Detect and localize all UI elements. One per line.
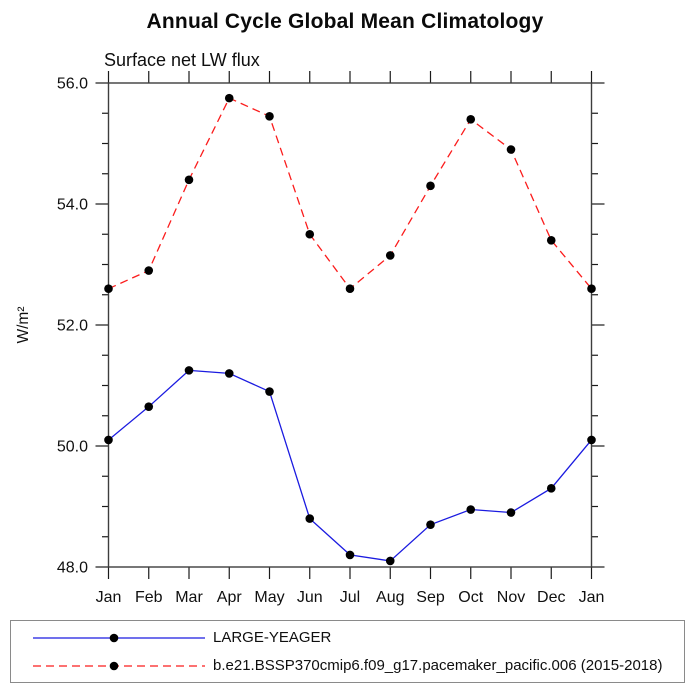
x-tick-label: Sep [416,589,445,606]
data-point-marker [184,366,194,375]
data-point-marker [144,402,154,411]
series-line-0 [108,369,592,562]
y-tick-label: 54.0 [57,197,88,214]
data-point-marker [265,387,274,396]
data-point-marker [224,93,234,103]
x-tick-label: Jul [340,589,360,606]
chart-title: Annual Cycle Global Mean Climatology [146,10,544,33]
y-tick-label: 56.0 [57,76,88,93]
data-point-marker [305,229,315,239]
y-tick-label: 48.0 [57,560,88,577]
series-line-1 [108,97,592,290]
legend-entry-large-yeager: LARGE-YEAGER [33,625,684,650]
data-point-marker [385,556,395,566]
x-tick-label: Jan [579,589,605,606]
data-point-marker [345,284,355,294]
data-point-marker [546,236,556,245]
data-point-marker [184,175,194,185]
data-point-marker [587,435,596,445]
x-tick-label: Nov [497,589,525,606]
data-point-marker [546,484,556,493]
legend-label: LARGE-YEAGER [213,629,332,646]
y-tick-label: 52.0 [57,318,88,335]
chart-subtitle: Surface net LW flux [104,50,260,70]
data-point-marker [385,251,395,260]
data-point-marker [506,145,516,154]
plot-area: Jan Feb Mar Apr May Jun Jul Aug Sep Oct Nov Dec Jan 4… [15,71,605,606]
data-point-marker [466,115,476,124]
x-tick-label: Aug [376,589,404,606]
data-point-marker [506,508,516,517]
legend-sample-marker [109,633,119,642]
legend-label: b.e21.BSSP370cmip6.f09_g17.pacemaker_pac… [213,657,663,674]
data-point-marker [224,369,234,378]
legend-box: LARGE-YEAGER b.e21.BSSP370cmip6.f09_g17.… [10,620,685,683]
data-point-marker [426,520,435,529]
x-tick-label: Dec [537,589,565,606]
data-point-marker [345,550,355,560]
data-point-marker [305,514,315,523]
data-point-marker [104,284,113,294]
x-tick-label: May [254,589,284,606]
legend-line-sample-dashed [33,661,205,670]
x-tick-label: Oct [458,589,483,606]
legend-sample-marker [109,661,119,670]
data-point-marker [104,435,113,445]
legend-entry-pacemaker: b.e21.BSSP370cmip6.f09_g17.pacemaker_pac… [33,653,684,678]
y-tick-label: 50.0 [57,439,88,456]
x-tick-label: Apr [217,589,243,606]
data-point-marker [466,505,476,514]
x-tick-label: Jan [96,589,122,606]
legend-line-sample-solid [33,633,205,642]
x-tick-label: Feb [135,589,163,606]
data-point-marker [426,181,435,191]
data-point-marker [144,266,154,275]
data-point-marker [265,111,274,121]
plot-frame [107,82,593,568]
x-tick-label: Jun [297,589,323,606]
x-tick-label: Mar [175,589,203,606]
data-point-marker [587,284,596,294]
y-axis-label: W/m² [15,306,32,343]
